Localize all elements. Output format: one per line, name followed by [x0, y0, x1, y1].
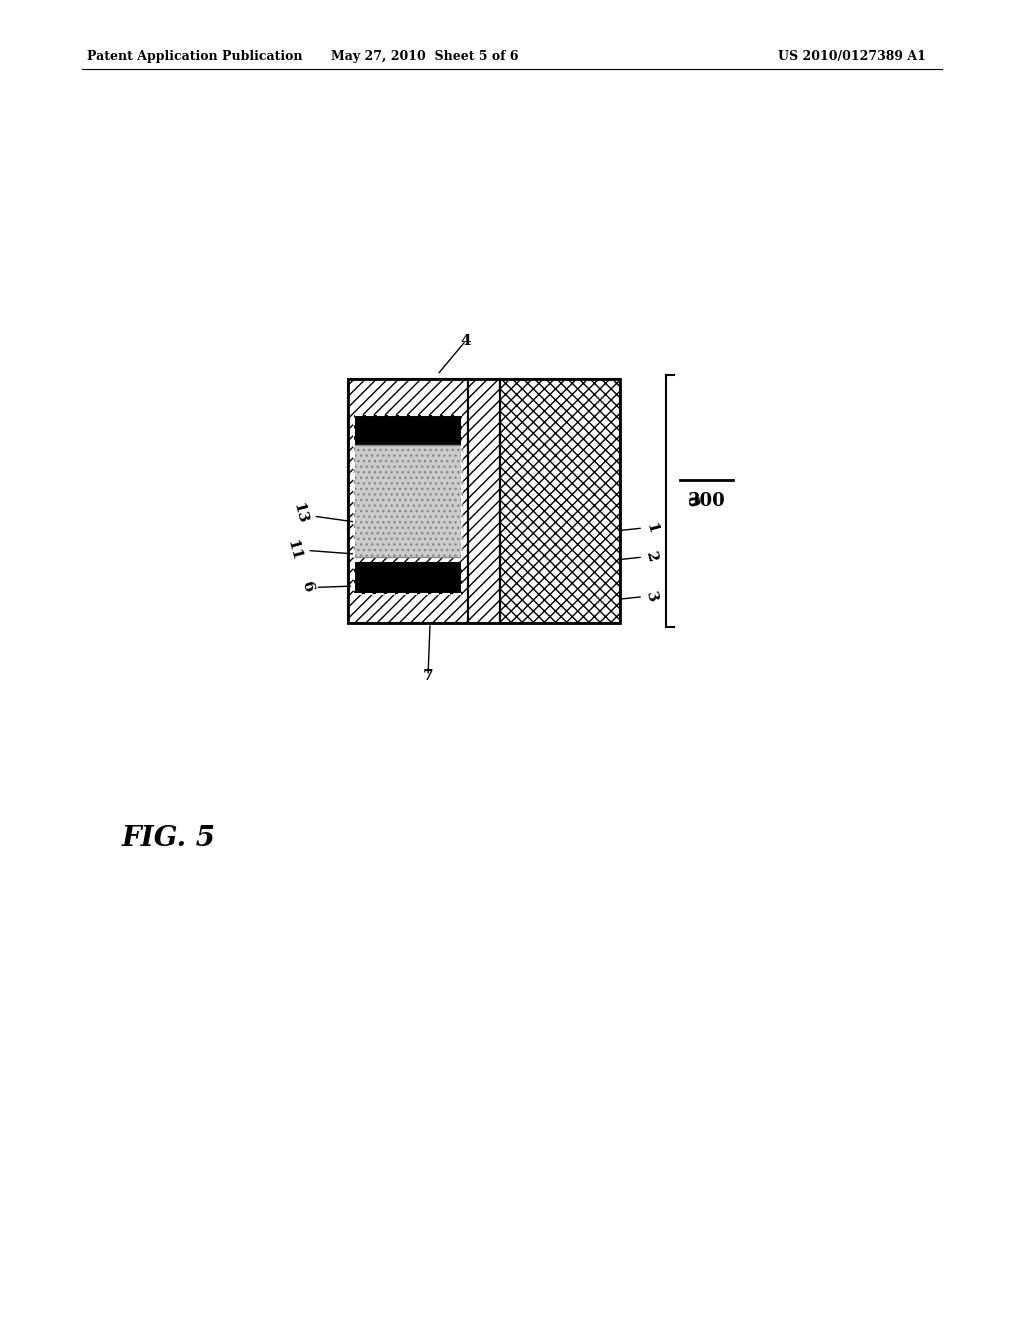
Text: 1: 1	[643, 521, 659, 535]
Text: 11: 11	[285, 539, 303, 562]
Bar	[348, 379, 468, 623]
Bar	[353, 416, 462, 447]
Bar	[348, 379, 620, 623]
Text: 3: 3	[643, 590, 659, 603]
Bar	[353, 562, 462, 594]
Text: 13: 13	[291, 502, 309, 525]
Bar	[500, 379, 620, 623]
Text: 300: 300	[688, 492, 725, 510]
Text: 2: 2	[643, 550, 659, 564]
Text: US 2010/0127389 A1: US 2010/0127389 A1	[778, 50, 926, 63]
Bar	[353, 416, 462, 594]
Text: FIG. 5: FIG. 5	[122, 825, 216, 851]
Text: Patent Application Publication: Patent Application Publication	[87, 50, 302, 63]
Text: 6: 6	[299, 581, 315, 594]
Bar	[353, 445, 462, 557]
Text: 8: 8	[683, 494, 699, 508]
Text: May 27, 2010  Sheet 5 of 6: May 27, 2010 Sheet 5 of 6	[331, 50, 519, 63]
Bar	[468, 379, 500, 623]
Text: 4: 4	[461, 334, 471, 347]
Text: 7: 7	[423, 669, 433, 682]
